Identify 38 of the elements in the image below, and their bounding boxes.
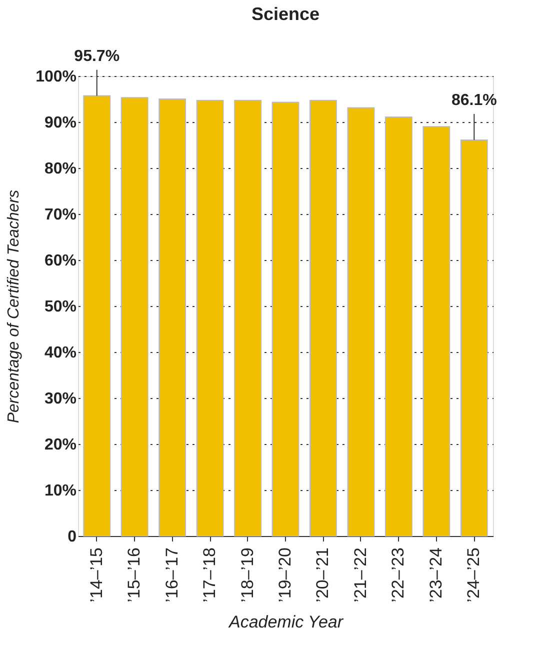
x-tick-label: ’14–’15	[86, 548, 106, 602]
y-tick-label: 60%	[44, 252, 76, 270]
bar	[272, 102, 300, 536]
y-tick-label: 30%	[44, 390, 76, 408]
x-tick-label: ’21–’22	[350, 548, 370, 602]
bar	[310, 100, 337, 536]
x-tick-label: ’22–’23	[388, 548, 408, 602]
y-tick-label: 100%	[36, 68, 76, 86]
y-axis-title: Percentage of Certified Teachers	[6, 190, 23, 424]
y-tick-label: 90%	[44, 114, 76, 132]
y-tick-label: 80%	[44, 160, 76, 178]
bar	[460, 139, 488, 536]
bar	[158, 98, 186, 536]
y-tick-label: 40%	[44, 344, 76, 362]
bar	[234, 100, 262, 536]
y-tick-label: 10%	[44, 482, 76, 500]
annotation: 95.7%	[74, 48, 120, 65]
chart-title: Science	[251, 4, 320, 24]
y-tick-label: 0	[68, 528, 77, 546]
bar	[83, 95, 111, 536]
x-tick-label: ’17–’18	[200, 548, 220, 602]
bar	[196, 100, 224, 536]
x-tick-label: ’24–’25	[464, 548, 484, 602]
x-tick-label: ’19–’20	[276, 548, 294, 602]
y-tick-label: 70%	[44, 206, 76, 224]
x-tick-label: ’18–’19	[238, 548, 257, 602]
x-tick-label: ’15–’16	[124, 548, 144, 602]
y-tick-label: 50%	[44, 298, 76, 316]
x-tick-label: ’16–’17	[162, 548, 182, 602]
annotation: 86.1%	[451, 92, 497, 109]
bar	[384, 116, 412, 536]
bar	[120, 97, 148, 536]
x-axis-title: Academic Year	[228, 612, 344, 632]
x-tick-label: ’20–’21	[313, 548, 332, 602]
bar	[347, 107, 375, 536]
x-tick-label: ’23–’24	[426, 548, 446, 602]
bar	[422, 126, 450, 536]
y-tick-label: 20%	[44, 436, 76, 454]
